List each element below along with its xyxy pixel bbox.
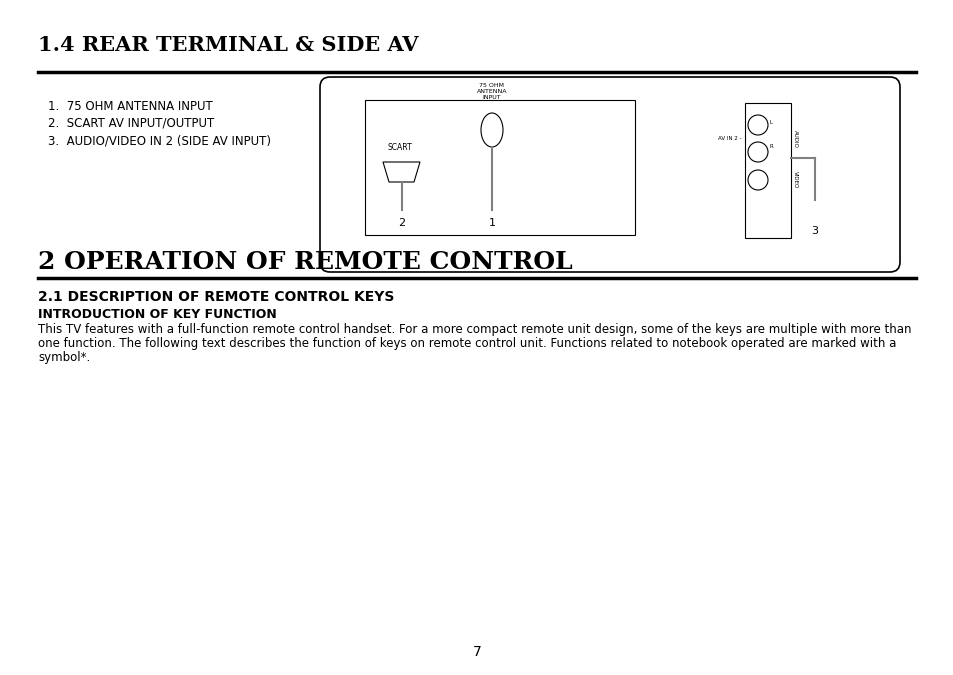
Bar [365,100,635,235]
Circle shape [747,142,767,162]
Bar [744,103,790,238]
Text: 2 OPERATION OF REMOTE CONTROL: 2 OPERATION OF REMOTE CONTROL [38,250,572,274]
FancyBboxPatch shape [319,77,899,272]
Text: 3: 3 [811,226,818,236]
Text: 1.  75 OHM ANTENNA INPUT: 1. 75 OHM ANTENNA INPUT [48,100,213,113]
Text: 3.  AUDIO/VIDEO IN 2 (SIDE AV INPUT): 3. AUDIO/VIDEO IN 2 (SIDE AV INPUT) [48,134,271,147]
Text: INTRODUCTION OF KEY FUNCTION: INTRODUCTION OF KEY FUNCTION [38,308,276,321]
Polygon shape [382,162,419,182]
Text: 7: 7 [472,645,481,659]
Text: 2.  SCART AV INPUT/OUTPUT: 2. SCART AV INPUT/OUTPUT [48,117,214,130]
Text: L: L [769,119,772,124]
Text: 1: 1 [488,218,495,228]
Ellipse shape [480,113,502,147]
Text: AV IN 2 -: AV IN 2 - [718,136,741,141]
Text: symbol*.: symbol*. [38,351,91,364]
Text: AUDIO: AUDIO [792,130,797,147]
Text: 2.1 DESCRIPTION OF REMOTE CONTROL KEYS: 2.1 DESCRIPTION OF REMOTE CONTROL KEYS [38,290,394,304]
Text: one function. The following text describes the function of keys on remote contro: one function. The following text describ… [38,337,896,350]
Text: SCART: SCART [387,143,412,152]
Text: 75 OHM
ANTENNA
INPUT: 75 OHM ANTENNA INPUT [476,84,507,100]
Circle shape [747,115,767,135]
Text: This TV features with a full-function remote control handset. For a more compact: This TV features with a full-function re… [38,323,910,336]
Text: 1.4 REAR TERMINAL & SIDE AV: 1.4 REAR TERMINAL & SIDE AV [38,35,418,55]
Circle shape [747,170,767,190]
Text: VIDEO: VIDEO [792,171,797,188]
Text: 2: 2 [398,218,405,228]
Text: R: R [769,144,773,149]
